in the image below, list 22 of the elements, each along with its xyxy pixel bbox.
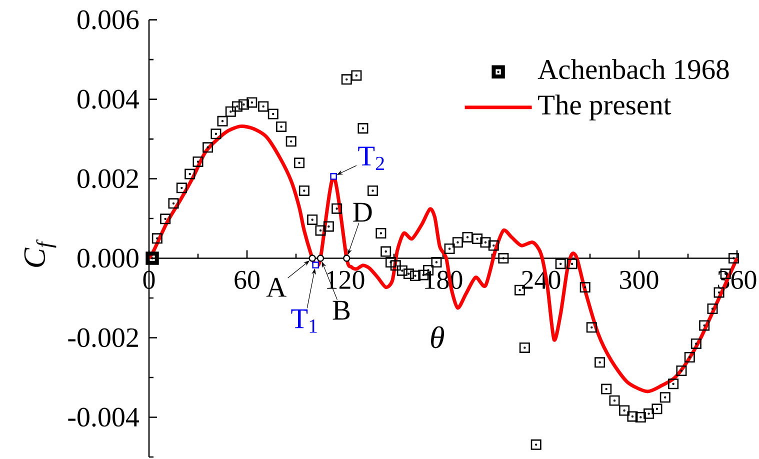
y-axis-title: C$_{f}$	[24, 239, 56, 267]
legend-label: The present	[538, 94, 672, 120]
annotation: T$_{1}$	[291, 309, 317, 333]
x-tick-label: 60	[234, 270, 260, 290]
point	[330, 173, 337, 180]
legend-label: Achenbach 1968	[538, 59, 729, 80]
point	[308, 254, 316, 262]
y-tick-label: -0.002	[68, 328, 138, 348]
y-tick-label: -0.004	[68, 408, 140, 427]
y-tick-label: 0.002	[78, 169, 138, 188]
y-tick-label: 0.000	[78, 248, 138, 268]
point	[312, 262, 320, 268]
annotation: T$_{2}$	[358, 146, 384, 170]
annotation: D	[353, 202, 372, 222]
x-tick-label: 300	[620, 270, 658, 290]
point	[343, 254, 350, 262]
y-tick-label: 0.004	[78, 90, 140, 109]
x-axis-title: θ	[431, 326, 444, 348]
annotation: A	[266, 278, 286, 297]
point	[316, 254, 324, 262]
y-tick-label: 0.006	[78, 10, 139, 30]
annotation: B	[332, 300, 350, 320]
